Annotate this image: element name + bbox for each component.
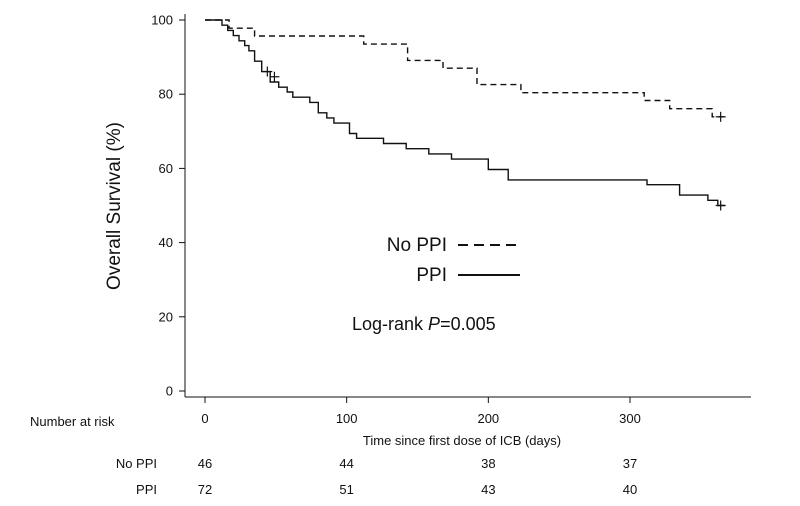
y-tick-label: 100 <box>151 13 173 28</box>
x-tick-label: 200 <box>477 411 499 426</box>
logrank-p: P <box>428 314 440 334</box>
censor-mark-no-ppi <box>715 111 726 122</box>
risk-cell: 43 <box>481 482 495 497</box>
y-ticks: 0 20 40 60 80 100 <box>151 13 185 399</box>
y-tick-label: 60 <box>159 161 173 176</box>
x-tick-label: 100 <box>336 411 358 426</box>
x-tick-label: 300 <box>619 411 641 426</box>
legend-label-no-ppi: No PPI <box>387 235 447 256</box>
risk-table-title: Number at risk <box>30 414 115 429</box>
plot-area: 0 20 40 60 80 100 0 100 200 300 <box>151 13 751 426</box>
legend-label-ppi: PPI <box>416 265 447 286</box>
survival-curves <box>205 19 725 207</box>
x-ticks: 0 100 200 300 <box>201 397 641 426</box>
y-tick-label: 0 <box>166 384 173 399</box>
logrank-value: =0.005 <box>440 314 496 334</box>
risk-row-label-ppi: PPI <box>136 482 157 497</box>
legend: No PPI PPI <box>387 235 520 286</box>
censor-mark-ppi <box>269 71 280 82</box>
risk-cell: 44 <box>339 456 353 471</box>
curve-ppi <box>205 19 725 207</box>
censor-mark-ppi <box>262 66 273 77</box>
curve-no-ppi <box>205 19 725 118</box>
risk-cell: 51 <box>339 482 353 497</box>
y-tick-label: 20 <box>159 309 173 324</box>
y-axis-label: Overall Survival (%) <box>104 122 125 290</box>
risk-cell: 37 <box>623 456 637 471</box>
y-tick-label: 80 <box>159 87 173 102</box>
risk-row-label-no-ppi: No PPI <box>116 456 157 471</box>
logrank-prefix: Log-rank <box>352 314 428 334</box>
risk-table: Number at risk No PPI PPI 46 44 38 37 72 51 43… <box>30 414 637 497</box>
logrank-annotation: Log-rank P=0.005 <box>352 314 496 334</box>
x-tick-label: 0 <box>201 411 208 426</box>
risk-cell: 72 <box>198 482 212 497</box>
risk-cell: 38 <box>481 456 495 471</box>
risk-cells: 46 44 38 37 72 51 43 40 <box>198 456 637 497</box>
censor-mark-ppi <box>715 200 726 211</box>
y-tick-label: 40 <box>159 235 173 250</box>
censor-marks <box>262 66 726 211</box>
risk-cell: 46 <box>198 456 212 471</box>
x-axis-label: Time since first dose of ICB (days) <box>363 433 561 448</box>
risk-cell: 40 <box>623 482 637 497</box>
